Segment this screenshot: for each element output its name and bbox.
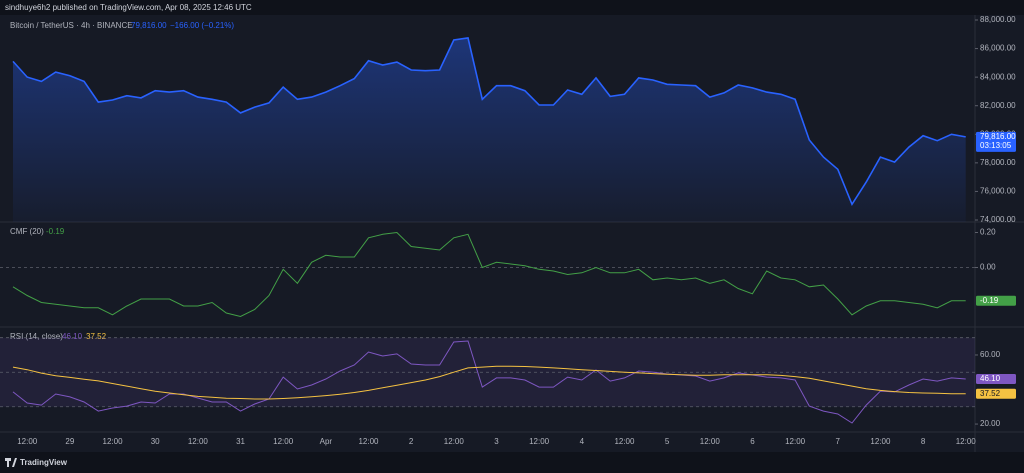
last-value-label: 46.10 xyxy=(980,374,1001,383)
y-tick-label: 60.00 xyxy=(980,350,1001,359)
countdown: 03:13:05 xyxy=(980,141,1012,150)
x-tick-label: 12:00 xyxy=(870,437,891,446)
y-tick-label: 78,000.00 xyxy=(980,158,1016,167)
y-tick-label: 88,000.00 xyxy=(980,15,1016,24)
x-tick-label: 8 xyxy=(921,437,926,446)
footer-bar xyxy=(0,452,1024,473)
x-tick-label: 5 xyxy=(665,437,670,446)
y-tick-label: 0.00 xyxy=(980,263,996,272)
x-tick-label: 12:00 xyxy=(529,437,550,446)
line xyxy=(12,340,966,424)
last-value-badge xyxy=(976,388,1016,399)
y-tick-label: 82,000.00 xyxy=(980,101,1016,110)
y-tick-label: 20.00 xyxy=(980,419,1001,428)
last-value-badge xyxy=(976,295,1016,306)
x-tick-label: 29 xyxy=(65,437,74,446)
logo xyxy=(5,458,17,467)
y-tick-label: 86,000.00 xyxy=(980,44,1016,53)
x-tick-label: 12:00 xyxy=(785,437,806,446)
x-tick-label: 12:00 xyxy=(103,437,124,446)
y-tick-label: 84,000.00 xyxy=(980,72,1016,81)
x-tick-label: 12:00 xyxy=(17,437,38,446)
y-tick-label: 76,000.00 xyxy=(980,187,1016,196)
line xyxy=(12,231,966,318)
last-value-label: -0.19 xyxy=(980,296,999,305)
x-tick-label: 12:00 xyxy=(358,437,379,446)
rsi-ma-value: 37.52 xyxy=(86,332,107,341)
area xyxy=(13,37,966,223)
rsi-value: 46.10 xyxy=(62,332,83,341)
x-tick-label: 3 xyxy=(494,437,499,446)
line xyxy=(12,365,966,400)
last-value-label: 79,816.00 xyxy=(980,132,1016,141)
cmf-title: CMF (20) xyxy=(10,227,44,236)
header-bar xyxy=(0,0,1024,15)
x-tick-label: 12:00 xyxy=(188,437,209,446)
y-tick-label: 0.20 xyxy=(980,228,996,237)
line xyxy=(12,37,966,207)
last-value-badge xyxy=(976,373,1016,384)
x-tick-label: 12:00 xyxy=(614,437,635,446)
last-price: 79,816.00 xyxy=(131,21,167,30)
price-change: −166.00 (−0.21%) xyxy=(170,21,234,30)
last-value-label: 37.52 xyxy=(980,389,1001,398)
x-tick-label: 31 xyxy=(236,437,245,446)
x-tick-label: 7 xyxy=(836,437,841,446)
x-tick-label: 2 xyxy=(409,437,414,446)
footer: TradingView xyxy=(20,458,68,467)
x-tick-label: 12:00 xyxy=(444,437,465,446)
x-tick-label: 12:00 xyxy=(700,437,721,446)
x-tick-label: Apr xyxy=(320,437,333,446)
x-tick-label: 12:00 xyxy=(273,437,294,446)
last-value-badge xyxy=(976,131,1016,152)
x-tick-label: 4 xyxy=(580,437,585,446)
header: sindhuye6h2 published on TradingView.com… xyxy=(5,3,252,12)
x-tick-label: 30 xyxy=(151,437,160,446)
rsi-title: RSI (14, close) xyxy=(10,332,63,341)
y-tick-label: 74,000.00 xyxy=(980,215,1016,224)
cmf-value: -0.19 xyxy=(46,227,65,236)
x-tick-label: 12:00 xyxy=(956,437,977,446)
x-tick-label: 6 xyxy=(750,437,755,446)
symbol-title: Bitcoin / TetherUS · 4h · BINANCE xyxy=(10,21,133,30)
